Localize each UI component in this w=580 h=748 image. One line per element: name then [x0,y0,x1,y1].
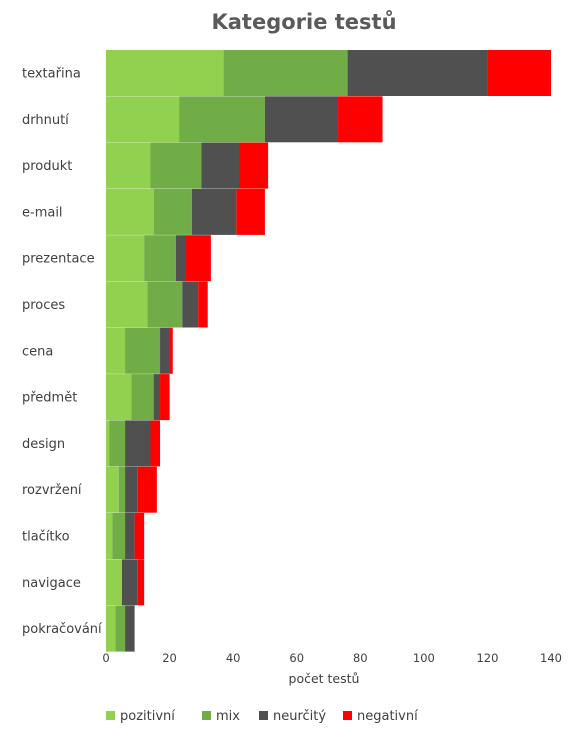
category-labels: textařina drhnutí produkt e-mail prezentace p… [22,67,102,638]
bar-cena-negativni [169,327,173,374]
bar-rozvrzeni-negativni [137,466,157,513]
legend-label-negativni: negativní [357,709,418,724]
bar-rozvrzeni-mix [118,466,126,513]
x-tick-label: 0 [102,651,109,665]
bar-proces-pozitivni [106,281,148,328]
x-tick-label: 20 [162,651,177,665]
bar-predmet-mix [131,374,154,421]
bar-prezentace-pozitivni [106,235,145,282]
bar-predmet-neurcity [153,374,161,421]
x-axis-ticks: 0 20 40 60 80 100 120 140 [102,651,562,665]
bar-e-mail-neurcity [191,188,237,235]
category-label: design [22,437,65,452]
category-label: navigace [22,576,81,591]
bar-pokracovani-mix [115,605,126,652]
x-tick-label: 140 [540,651,562,665]
bar-produkt-negativni [239,142,269,189]
bar-textarina-mix [223,50,348,96]
bar-navigace-pozitivni [106,559,122,606]
bar-pokracovani-neurcity [125,605,135,652]
bar-prezentace-mix [144,235,176,282]
legend-swatch-negativni [343,711,352,720]
bar-textarina-pozitivni [106,50,224,96]
bar-drhnuti-neurcity [264,96,339,143]
category-label: prezentace [22,252,95,267]
bar-produkt-mix [150,142,202,189]
bar-tlacitko-neurcity [125,513,135,559]
bar-pokracovani-pozitivni [106,605,116,652]
bar-drhnuti-mix [179,96,265,143]
bar-e-mail-mix [153,188,192,235]
category-label: pokračování [22,622,102,637]
category-label: textařina [22,67,81,82]
bar-rozvrzeni-pozitivni [106,466,119,513]
bar-navigace-negativni [137,559,145,606]
bar-drhnuti-pozitivni [106,96,180,143]
bar-proces-negativni [198,281,208,328]
bar-design-negativni [150,420,161,467]
category-label: předmět [22,391,77,406]
legend-label-neurcity: neurčitý [273,709,326,724]
category-label: produkt [22,159,72,174]
category-label: tlačítko [22,530,70,545]
legend: pozitivní mix neurčitý negativní [106,709,418,724]
x-axis-title: počet testů [289,671,360,686]
bar-drhnuti-negativni [338,96,383,143]
bar-proces-mix [147,281,183,328]
bar-prezentace-negativni [185,235,211,282]
bar-predmet-negativni [160,374,170,421]
x-tick-label: 60 [289,651,304,665]
bar-design-neurcity [125,420,151,467]
x-tick-label: 80 [353,651,368,665]
bar-cena-pozitivni [106,327,126,374]
x-tick-label: 120 [476,651,498,665]
bar-tlacitko-pozitivni [106,513,113,559]
category-label: drhnutí [22,113,69,128]
bar-tlacitko-mix [112,513,126,559]
legend-label-pozitivni: pozitivní [120,709,175,724]
category-label: e-mail [22,205,63,220]
bar-cena-neurcity [160,327,170,374]
bar-textarina-negativni [487,50,551,96]
bar-cena-mix [125,327,161,374]
bar-produkt-neurcity [201,142,240,189]
bar-predmet-pozitivni [106,374,132,421]
category-label: proces [22,298,65,313]
bar-e-mail-pozitivni [106,188,154,235]
bar-tlacitko-negativni [134,513,145,559]
x-tick-label: 40 [226,651,241,665]
bar-textarina-neurcity [347,50,488,96]
chart-title: Kategorie testů [211,10,396,34]
bar-e-mail-negativni [236,188,265,235]
legend-label-mix: mix [216,709,240,724]
bar-proces-neurcity [182,281,199,328]
bar-navigace-neurcity [121,559,138,606]
bar-produkt-pozitivni [106,142,151,189]
bar-design-pozitivni [106,420,110,467]
category-label: cena [22,344,53,359]
legend-swatch-pozitivni [106,711,115,720]
category-label: rozvržení [22,483,82,498]
bar-prezentace-neurcity [175,235,186,282]
bar-rozvrzeni-neurcity [125,466,138,513]
x-tick-label: 100 [413,651,435,665]
legend-swatch-neurcity [259,711,268,720]
legend-swatch-mix [202,711,211,720]
bars-layer [106,50,551,652]
bar-design-mix [109,420,126,467]
